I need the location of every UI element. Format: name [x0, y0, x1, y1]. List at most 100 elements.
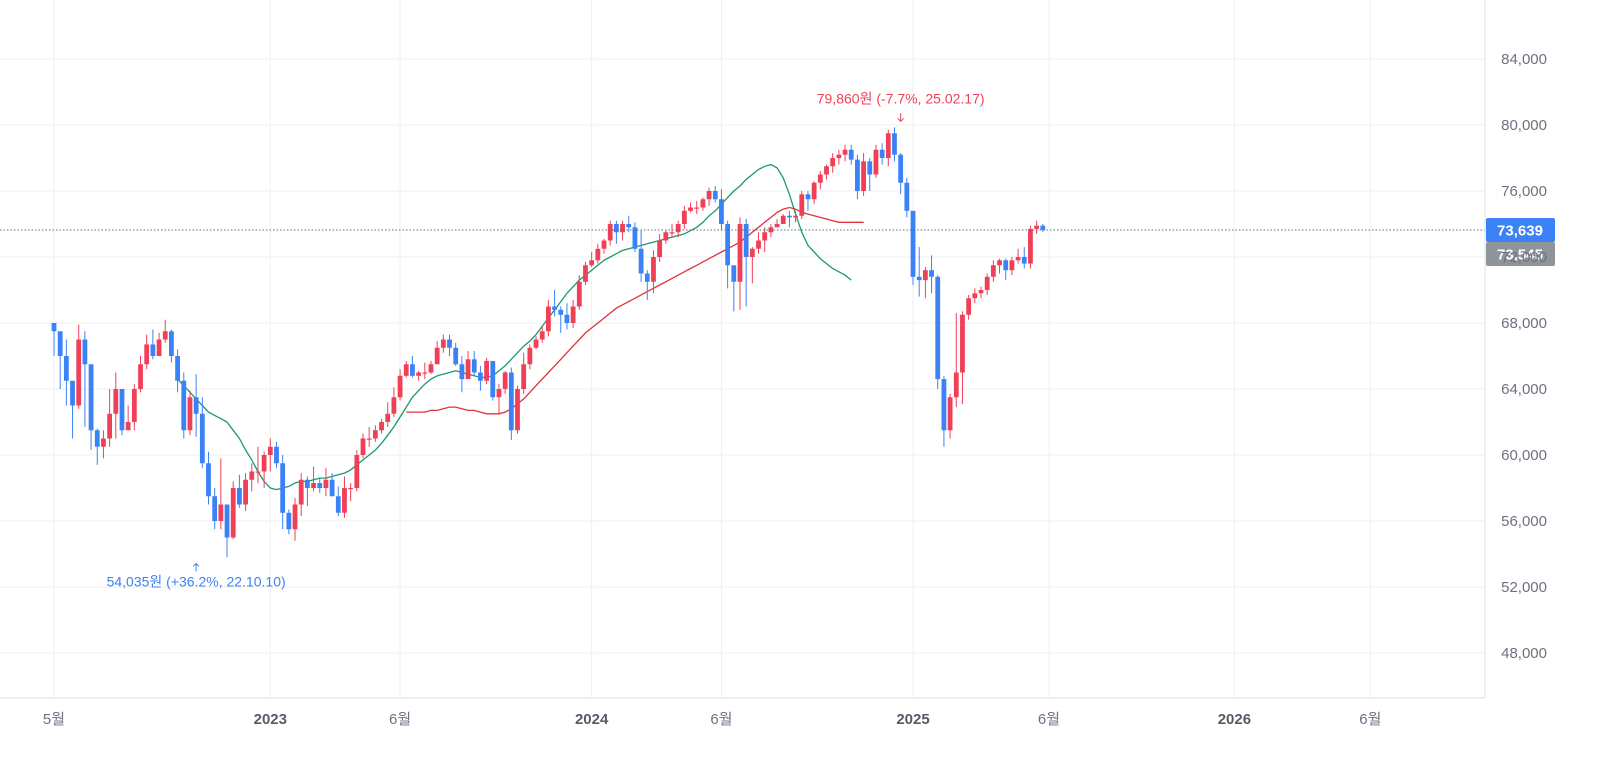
candle[interactable] — [354, 450, 360, 492]
candle[interactable] — [94, 428, 100, 465]
candle[interactable] — [583, 261, 588, 286]
candle[interactable] — [113, 372, 119, 439]
candle[interactable] — [138, 356, 143, 393]
candle[interactable] — [243, 473, 248, 512]
candle[interactable] — [811, 181, 817, 205]
candle[interactable] — [935, 275, 941, 389]
candle[interactable] — [916, 247, 922, 297]
candle[interactable] — [768, 224, 774, 238]
candle[interactable] — [657, 233, 663, 262]
candle[interactable] — [261, 451, 267, 488]
candle[interactable] — [372, 425, 378, 442]
candle[interactable] — [725, 220, 731, 289]
candle[interactable] — [181, 372, 187, 439]
candle[interactable] — [756, 232, 761, 254]
candle[interactable] — [385, 402, 391, 427]
candle[interactable] — [1009, 257, 1015, 276]
candle[interactable] — [434, 341, 440, 365]
candle[interactable] — [774, 219, 780, 228]
candle[interactable] — [706, 187, 712, 206]
candle[interactable] — [490, 360, 496, 401]
candle[interactable] — [879, 143, 885, 165]
candle[interactable] — [663, 230, 669, 244]
candle[interactable] — [1040, 224, 1046, 233]
candle[interactable] — [527, 344, 533, 370]
candle[interactable] — [311, 466, 316, 492]
candle[interactable] — [855, 154, 860, 200]
candle[interactable] — [193, 374, 199, 437]
candle[interactable] — [422, 362, 428, 380]
candle[interactable] — [496, 384, 502, 414]
candle[interactable] — [613, 220, 619, 244]
candle[interactable] — [440, 334, 446, 353]
candle[interactable] — [675, 220, 681, 238]
candle[interactable] — [533, 336, 539, 350]
candle[interactable] — [743, 219, 749, 307]
candle[interactable] — [1021, 247, 1027, 269]
candle[interactable] — [564, 303, 570, 330]
candle[interactable] — [286, 509, 292, 535]
candle[interactable] — [830, 153, 836, 173]
candle[interactable] — [620, 220, 625, 241]
candle[interactable] — [552, 290, 557, 317]
candle[interactable] — [107, 389, 113, 447]
candle[interactable] — [848, 144, 854, 165]
candle[interactable] — [719, 189, 724, 231]
candles[interactable] — [51, 127, 1046, 558]
candle[interactable] — [589, 252, 595, 267]
candle[interactable] — [70, 380, 75, 439]
candle[interactable] — [199, 397, 205, 469]
candle[interactable] — [601, 238, 607, 254]
candle[interactable] — [348, 483, 354, 502]
candle[interactable] — [317, 478, 323, 493]
candle[interactable] — [280, 455, 286, 530]
candle[interactable] — [910, 210, 916, 286]
candle[interactable] — [892, 127, 897, 162]
candle[interactable] — [626, 215, 632, 233]
candle[interactable] — [125, 405, 131, 431]
candle[interactable] — [428, 360, 434, 375]
candle[interactable] — [941, 375, 947, 447]
candle[interactable] — [793, 210, 798, 223]
candle[interactable] — [175, 349, 180, 393]
candle[interactable] — [607, 220, 613, 246]
candle[interactable] — [465, 351, 471, 380]
candle[interactable] — [218, 458, 224, 530]
candle[interactable] — [1015, 248, 1021, 264]
candle[interactable] — [237, 474, 242, 508]
candle[interactable] — [403, 360, 409, 378]
candle[interactable] — [712, 186, 718, 203]
candle[interactable] — [515, 385, 520, 434]
candle[interactable] — [966, 294, 972, 320]
candle[interactable] — [131, 384, 137, 431]
candle[interactable] — [805, 191, 811, 211]
candle[interactable] — [836, 149, 842, 165]
candle[interactable] — [632, 222, 638, 253]
candle[interactable] — [898, 153, 904, 195]
candle[interactable] — [638, 230, 644, 282]
candle[interactable] — [292, 497, 298, 541]
candle[interactable] — [762, 227, 768, 253]
candle[interactable] — [681, 205, 687, 229]
candle[interactable] — [521, 352, 527, 394]
candle[interactable] — [502, 370, 508, 394]
candle[interactable] — [366, 426, 372, 447]
candle[interactable] — [447, 334, 452, 356]
candle[interactable] — [379, 418, 384, 434]
candle[interactable] — [984, 273, 990, 295]
candle[interactable] — [651, 250, 656, 294]
candle[interactable] — [576, 275, 582, 310]
candle[interactable] — [156, 332, 162, 356]
candle[interactable] — [51, 323, 57, 356]
candle[interactable] — [824, 164, 829, 180]
candle[interactable] — [990, 260, 996, 282]
candle[interactable] — [76, 324, 82, 409]
candle[interactable] — [101, 430, 106, 459]
candle[interactable] — [780, 214, 786, 224]
candle[interactable] — [700, 197, 706, 211]
candle[interactable] — [298, 473, 304, 517]
candle[interactable] — [150, 329, 156, 360]
candle[interactable] — [997, 258, 1002, 274]
candle[interactable] — [255, 446, 261, 484]
